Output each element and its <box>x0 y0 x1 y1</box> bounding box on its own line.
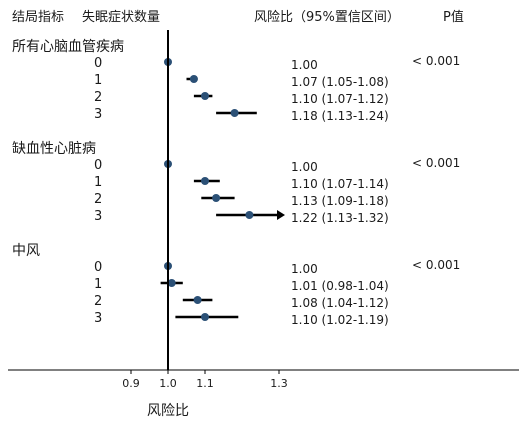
symptom-level-label: 0 <box>94 158 102 173</box>
header-estimate: 风险比（95%置信区间） <box>254 10 400 25</box>
group-label: 缺血性心脏病 <box>12 141 96 157</box>
symptom-level-label: 1 <box>94 175 102 190</box>
header-pvalue: P值 <box>443 9 464 25</box>
estimate-label: 1.00 <box>291 262 318 276</box>
estimate-label: 1.18 (1.13-1.24) <box>291 109 389 123</box>
symptom-level-label: 3 <box>94 209 102 224</box>
hazard-ratio-point <box>189 75 198 83</box>
header-outcome: 结局指标 <box>12 10 64 25</box>
hazard-ratio-point <box>201 313 209 321</box>
x-axis-label: 风险比 <box>147 403 189 419</box>
hazard-ratio-point <box>201 92 209 100</box>
estimate-label: 1.10 (1.07-1.14) <box>291 177 389 191</box>
estimate-label: 1.22 (1.13-1.32) <box>291 211 389 225</box>
p-value-label: < 0.001 <box>412 258 460 272</box>
estimate-label: 1.07 (1.05-1.08) <box>291 75 389 89</box>
symptom-level-label: 3 <box>94 107 102 122</box>
x-tick-label: 0.9 <box>122 377 140 390</box>
estimate-label: 1.00 <box>291 160 318 174</box>
estimate-label: 1.00 <box>291 58 318 72</box>
x-tick-label: 1.0 <box>159 377 177 390</box>
x-axis-ticks: 0.9 1.0 1.1 1.3 <box>122 370 288 390</box>
estimate-label: 1.08 (1.04-1.12) <box>291 296 389 310</box>
group-label: 所有心脑血管疾病 <box>12 39 124 55</box>
p-value-label: < 0.001 <box>412 54 460 68</box>
hazard-ratio-point <box>245 211 254 219</box>
symptom-level-label: 3 <box>94 311 102 326</box>
hazard-ratio-point <box>201 177 209 185</box>
x-tick-label: 1.3 <box>270 377 288 390</box>
p-value-label: < 0.001 <box>412 156 460 170</box>
x-tick-label: 1.1 <box>196 377 214 390</box>
header-symptoms: 失眠症状数量 <box>82 10 160 25</box>
hazard-ratio-point <box>230 109 239 117</box>
estimate-label: 1.13 (1.09-1.18) <box>291 194 389 208</box>
symptom-level-label: 2 <box>94 90 102 105</box>
symptom-level-label: 2 <box>94 192 102 207</box>
symptom-level-label: 2 <box>94 294 102 309</box>
estimate-label: 1.01 (0.98-1.04) <box>291 279 389 293</box>
symptom-level-label: 1 <box>94 277 102 292</box>
symptom-level-label: 1 <box>94 73 102 88</box>
hazard-ratio-point <box>212 194 221 202</box>
group-label: 中风 <box>12 243 40 259</box>
estimate-label: 1.10 (1.02-1.19) <box>291 313 389 327</box>
hazard-ratio-point <box>193 296 202 304</box>
ci-arrow <box>277 210 285 220</box>
symptom-level-label: 0 <box>94 56 102 71</box>
estimate-label: 1.10 (1.07-1.12) <box>291 92 389 106</box>
hazard-ratio-point <box>167 279 176 287</box>
symptom-level-label: 0 <box>94 260 102 275</box>
